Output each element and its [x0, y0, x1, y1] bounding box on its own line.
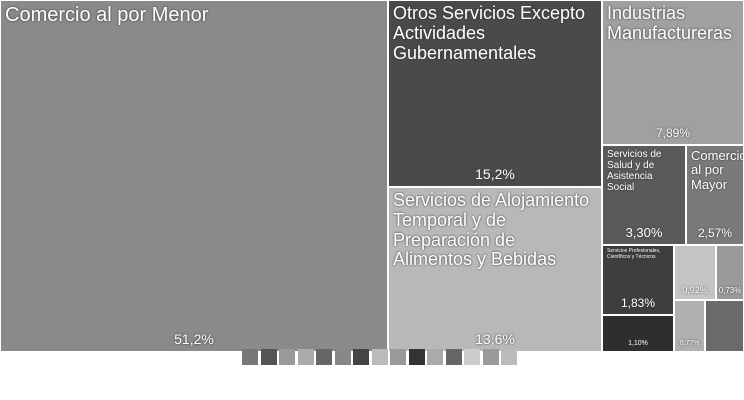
treemap-cell: Servicios Profesionales, Científicos y T… [602, 245, 674, 315]
swatch [371, 349, 388, 365]
treemap-cell: 0,77% [674, 300, 705, 352]
cell-value: 0,92% [682, 285, 708, 295]
cell-value: 0,77% [679, 340, 700, 347]
cell-value: 51,2% [174, 331, 214, 347]
treemap-cell: 0,92% [674, 245, 716, 300]
treemap-cell: 1,10% [602, 315, 674, 352]
swatch [390, 349, 406, 365]
cell-label: Comercio al por Menor [5, 4, 209, 26]
treemap-cell: Otros Servicios Excepto Actividades Gube… [388, 0, 602, 187]
cell-label: Servicios de Salud y de Asistencia Socia… [607, 149, 662, 193]
swatch [445, 349, 462, 365]
treemap-cell: 0,73% [716, 245, 744, 300]
swatch [297, 349, 314, 365]
cell-label: Servicios de Alojamiento Temporal y de P… [393, 190, 590, 270]
cell-label: Industrias Manufactureras [607, 3, 733, 43]
swatch [260, 349, 277, 365]
swatch [334, 349, 351, 365]
swatch [242, 349, 258, 365]
cell-value: 3,30% [625, 225, 663, 240]
swatch [353, 349, 369, 365]
swatch [482, 349, 499, 365]
cell-value: 7,89% [655, 126, 691, 140]
cell-value: 15,2% [475, 166, 515, 182]
cell-value: 13,6% [475, 331, 515, 347]
swatch [279, 349, 295, 365]
cell-label: Comercio al por Mayor [691, 148, 744, 192]
swatch [316, 349, 332, 365]
swatch [464, 349, 480, 365]
treemap-cell: Comercio al por Mayor 2,57% [686, 145, 744, 245]
cell-value: 0,73% [718, 286, 742, 295]
treemap-cell: Servicios de Alojamiento Temporal y de P… [388, 187, 602, 352]
cell-label: Servicios Profesionales, Científicos y T… [607, 248, 661, 260]
cell-label: Otros Servicios Excepto Actividades Gube… [393, 3, 586, 63]
cell-value: 1,83% [620, 296, 656, 310]
cell-value: 2,57% [697, 226, 733, 240]
swatch [427, 349, 443, 365]
treemap-cell: Servicios de Salud y de Asistencia Socia… [602, 145, 686, 245]
treemap-cell: Industrias Manufactureras 7,89% [602, 0, 744, 145]
treemap-cell: Comercio al por Menor 51,2% [0, 0, 388, 352]
cell-value: 1,10% [628, 340, 648, 347]
filler-cell [705, 300, 744, 352]
swatch [408, 349, 425, 365]
swatch [501, 349, 517, 365]
